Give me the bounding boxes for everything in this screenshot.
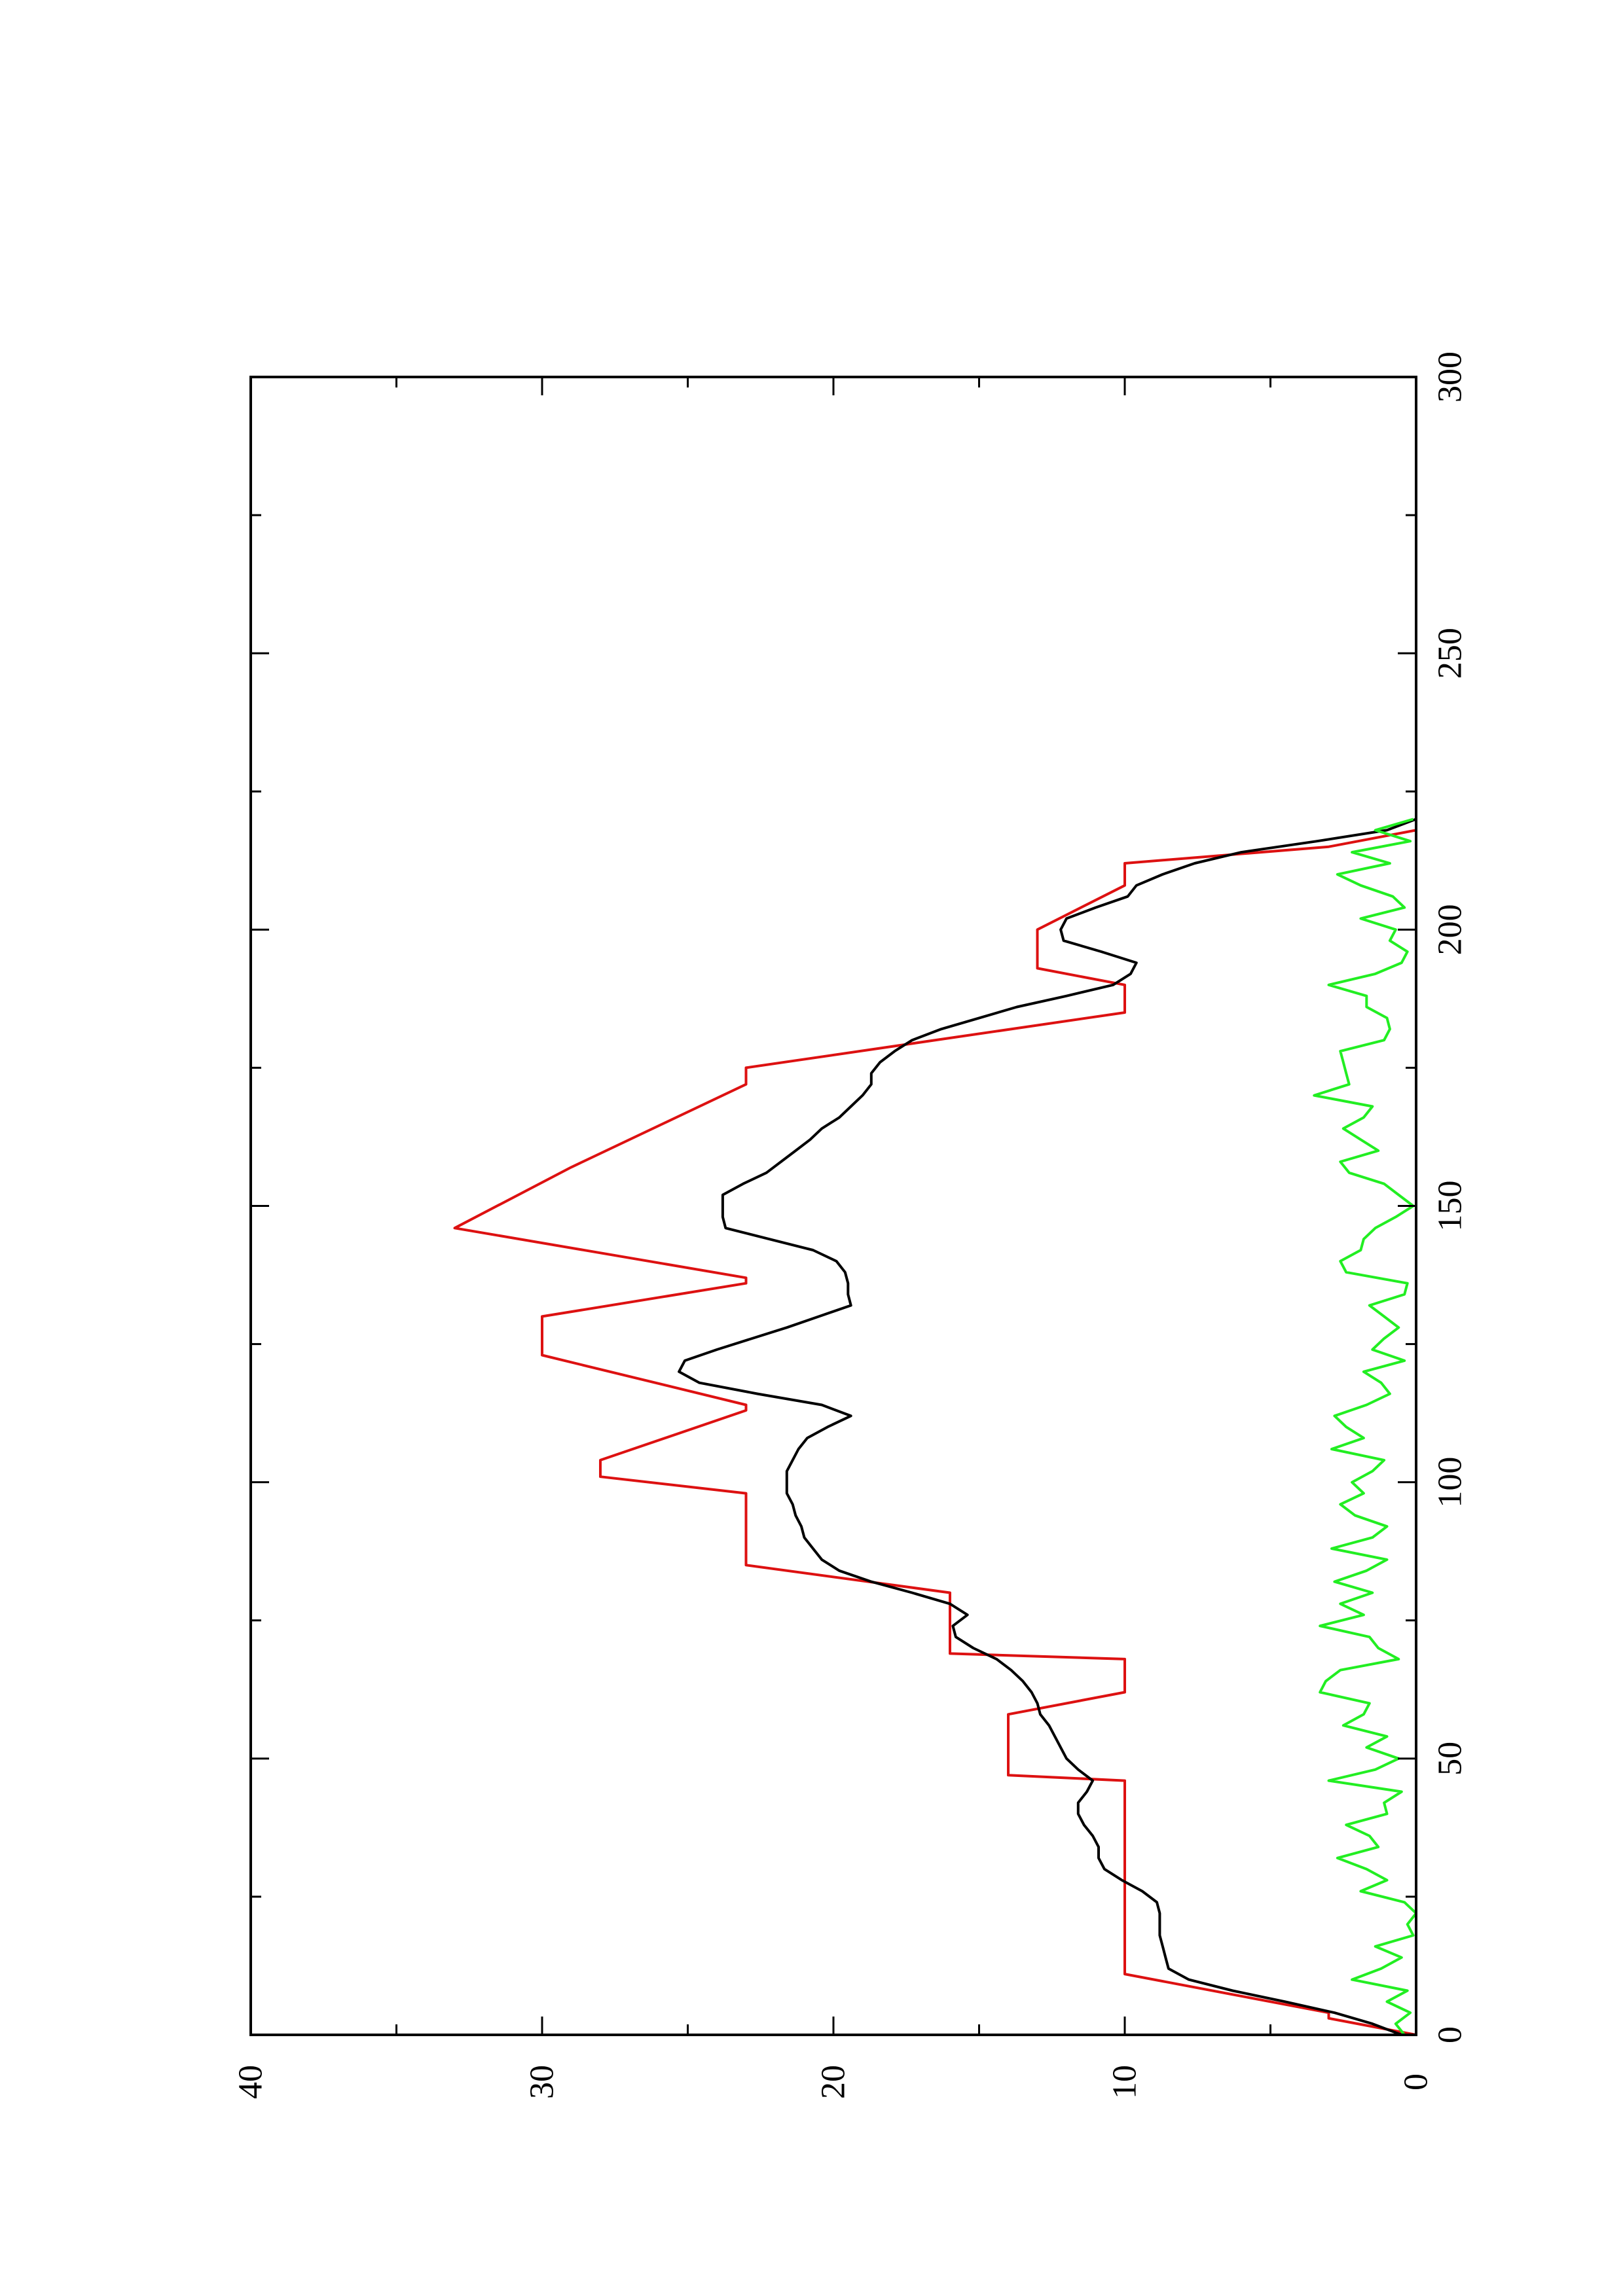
x-tick-label: 0 [1432, 2026, 1469, 2043]
y-tick-label: 0 [1398, 2073, 1435, 2090]
y-tick-label: 20 [815, 2065, 852, 2099]
x-tick-label: 150 [1432, 1181, 1469, 1232]
x-tick-label: 300 [1432, 351, 1469, 403]
x-tick-label: 100 [1432, 1457, 1469, 1508]
x-tick-label: 50 [1432, 1742, 1469, 1776]
y-tick-label: 30 [524, 2065, 561, 2099]
plot-frame [249, 376, 1417, 2036]
y-tick-label: 40 [232, 2065, 270, 2099]
y-tick-label: 10 [1106, 2065, 1144, 2099]
x-tick-label: 250 [1432, 628, 1469, 679]
tick-layer [249, 376, 1417, 2036]
step-series [453, 829, 1417, 2036]
label-layer: 0 50 100 150 200 250 300 0 10 20 30 40 [232, 351, 1469, 2099]
noise-series [1313, 817, 1417, 2036]
x-tick-label: 200 [1432, 904, 1469, 955]
series-layer [453, 817, 1417, 2036]
smoothed-series [678, 817, 1417, 2036]
